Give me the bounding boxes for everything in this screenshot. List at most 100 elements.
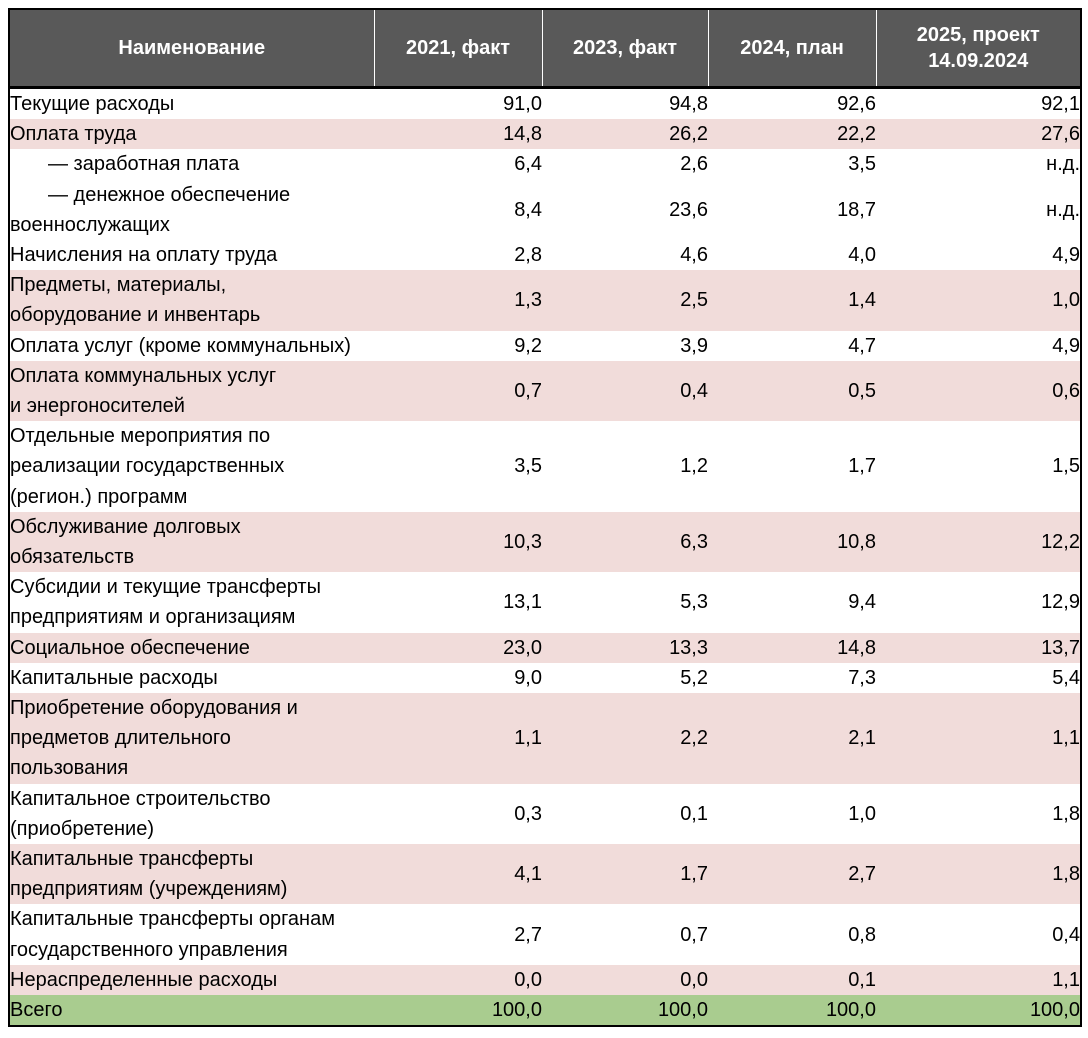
column-header-name: Наименование [9,9,374,89]
row-label: Оплата труда [10,123,137,146]
table-header: Наименование 2021, факт 2023, факт 2024,… [9,9,1081,89]
value-2021-fact: 0,7 [514,379,542,402]
value-2024-plan: 9,4 [848,591,876,614]
value-2024-plan: 7,3 [848,666,876,689]
table-row: Начисления на оплату труда 2,8 4,6 4,0 4… [9,240,1081,271]
value-2025-project: 4,9 [1052,244,1080,267]
row-label: Капитальные трансферты предприятиям (учр… [10,848,288,901]
row-label: Социальное обеспечение [10,636,250,659]
value-2023-fact: 0,0 [680,968,708,991]
value-2025-project: 0,4 [1052,923,1080,946]
value-2023-fact: 2,2 [680,727,708,750]
value-2021-fact: 1,1 [514,727,542,750]
row-label: Капитальные трансферты органам государст… [10,908,335,961]
value-2024-plan: 1,0 [848,802,876,825]
row-label: Оплата коммунальных услуг и энергоносите… [10,364,277,418]
value-2023-fact: 23,6 [669,198,708,221]
value-2021-fact: 2,8 [514,244,542,267]
table-row: Капитальные расходы 9,0 5,2 7,3 5,4 [9,662,1081,694]
value-2023-fact: 6,3 [680,530,708,553]
value-2021-fact: 14,8 [503,123,542,146]
value-2025-project: 4,9 [1052,334,1080,357]
value-2021-fact: 0,0 [514,968,542,991]
value-2025-project: 92,1 [1041,93,1080,115]
value-2023-fact: 4,6 [680,244,708,267]
row-label: Предметы, материалы, оборудование и инве… [10,274,261,327]
value-2021-fact: 13,1 [503,591,542,614]
value-2024-plan: 1,4 [848,289,876,312]
row-label: Капитальные расходы [10,666,218,689]
header-row: Наименование 2021, факт 2023, факт 2024,… [9,9,1081,89]
value-2024-plan: 2,1 [848,727,876,750]
table-row: Оплата труда 14,8 26,2 22,2 27,6 [9,119,1081,150]
column-header-2024: 2024, план [707,9,876,89]
value-2025-project: 1,8 [1052,863,1080,886]
value-2021-fact: 3,5 [514,455,542,478]
table-row: Социальное обеспечение 23,0 13,3 14,8 13… [9,632,1081,663]
value-2025-project: 27,6 [1041,123,1080,146]
table-row: — денежное обеспечение военнослужащих 8,… [9,179,1081,241]
value-2023-fact: 3,9 [680,334,708,357]
value-2021-fact: 10,3 [503,530,542,553]
value-2021-fact: 91,0 [503,93,542,115]
value-2024-plan: 22,2 [837,123,876,146]
value-2021-fact: 9,0 [514,666,542,689]
table-row: Капитальные трансферты предприятиям (учр… [9,844,1081,905]
column-header-2025: 2025, проект 14.09.2024 [875,9,1081,89]
value-2024-plan: 0,5 [848,379,876,402]
value-2021-fact: 100,0 [491,999,542,1022]
table-row: Предметы, материалы, оборудование и инве… [9,270,1081,331]
value-2021-fact: 23,0 [503,636,542,659]
value-2024-plan: 1,7 [848,455,876,478]
row-label: Приобретение оборудования и предметов дл… [10,697,298,780]
value-2023-fact: 5,3 [680,591,708,614]
value-2024-plan: 3,5 [848,153,876,176]
table-row: Оплата услуг (кроме коммунальных) 9,2 3,… [9,330,1081,361]
value-2024-plan: 4,7 [848,334,876,357]
value-2025-project: 0,6 [1052,379,1080,402]
value-2023-fact: 26,2 [669,123,708,146]
row-label: Оплата услуг (кроме коммунальных) [10,334,351,357]
value-2021-fact: 6,4 [514,153,542,176]
value-2023-fact: 94,8 [669,93,708,115]
row-label: Текущие расходы [10,93,175,115]
value-2024-plan: 4,0 [848,244,876,267]
value-2025-project: 13,7 [1041,636,1080,659]
row-label: Начисления на оплату труда [10,244,278,267]
value-2023-fact: 0,7 [680,923,708,946]
value-2023-fact: 13,3 [669,636,708,659]
value-2024-plan: 0,1 [848,968,876,991]
table-row: Всего 100,0 100,0 100,0 100,0 [9,995,1081,1027]
value-2025-project: 1,1 [1052,727,1080,750]
budget-structure-table: Наименование 2021, факт 2023, факт 2024,… [8,8,1082,1028]
row-label: Нераспределенные расходы [10,968,278,991]
value-2023-fact: 0,4 [680,379,708,402]
value-2025-project: 1,0 [1052,289,1080,312]
row-label: — денежное обеспечение военнослужащих [10,183,291,236]
value-2021-fact: 8,4 [514,198,542,221]
value-2021-fact: 2,7 [514,923,542,946]
value-2025-project: 100,0 [1029,999,1080,1022]
value-2024-plan: 18,7 [837,198,876,221]
value-2021-fact: 1,3 [514,289,542,312]
table-row: Приобретение оборудования и предметов дл… [9,693,1081,784]
table-row: Нераспределенные расходы 0,0 0,0 0,1 1,1 [9,964,1081,996]
value-2025-project: 12,2 [1041,530,1080,553]
table-row: Отдельные мероприятия по реализации госу… [9,421,1081,512]
value-2024-plan: 10,8 [837,530,876,553]
value-2023-fact: 0,1 [680,802,708,825]
value-2023-fact: 1,7 [680,863,708,886]
value-2025-project: 5,4 [1052,666,1080,689]
table-row: Обслуживание долговых обязательств 10,3 … [9,511,1081,573]
table-row: Текущие расходы 91,0 94,8 92,6 92,1 [9,87,1081,120]
value-2023-fact: 2,5 [680,289,708,312]
column-header-2023: 2023, факт [541,9,708,89]
value-2025-project: 1,1 [1052,968,1080,991]
column-header-2021: 2021, факт [373,9,542,89]
table-row: Оплата коммунальных услуг и энергоносите… [9,360,1081,422]
row-label: Субсидии и текущие трансферты предприяти… [10,576,321,629]
value-2023-fact: 100,0 [657,999,708,1022]
table-body: Текущие расходы 91,0 94,8 92,6 92,1 Опла… [9,87,1081,1027]
value-2023-fact: 1,2 [680,455,708,478]
